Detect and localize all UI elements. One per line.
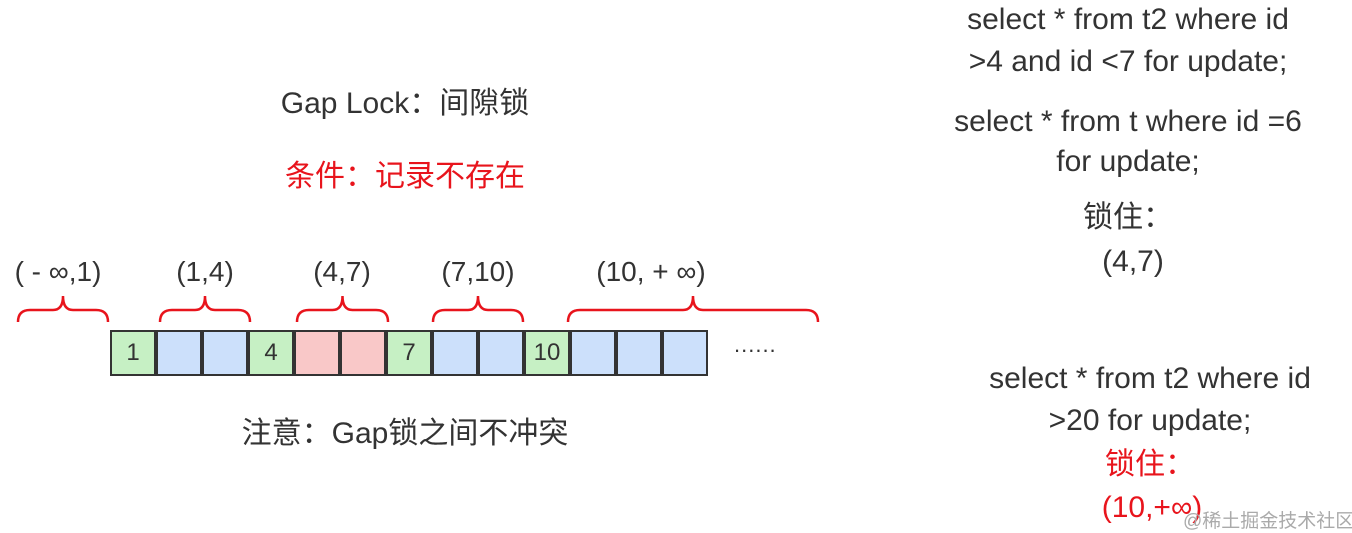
example2-line2: for update; [1056,145,1200,178]
record-cell-gap [616,330,662,376]
brace [158,295,252,323]
interval-label: (7,10) [441,256,515,287]
record-cell-gap [202,330,248,376]
record-cell-gap [570,330,616,376]
diagram-title: Gap Lock：间隙锁 [280,87,530,120]
interval-label: ( - ∞,1) [14,256,102,287]
condition-text: 条件：记录不存在 [285,160,525,193]
interval-label: (10, + ∞) [596,256,706,287]
note-text: 注意：Gap锁之间不冲突 [241,417,569,450]
example1-line2: >4 and id <7 for update; [968,45,1288,78]
watermark: @稀土掘金技术社区 [1183,511,1352,532]
record-cell-locked [340,330,386,376]
brace [16,295,110,323]
example3-line2: >20 for update; [1048,404,1252,437]
interval-label: (1,4) [176,256,234,287]
ellipsis: ...... [734,332,777,357]
interval-label: (4,7) [313,256,371,287]
example2-locks-value: (4,7) [1102,245,1164,278]
record-cell-record: 4 [248,330,294,376]
record-cell-record: 10 [524,330,570,376]
record-cell-gap [432,330,478,376]
record-cell-gap [478,330,524,376]
example3-line1: select * from t2 where id [989,362,1311,395]
record-cell-record: 7 [386,330,432,376]
example2-line1: select * from t where id =6 [954,105,1302,138]
record-cell-gap [662,330,708,376]
example3-locks-value: (10,+∞) [1101,491,1203,524]
record-cell-locked [294,330,340,376]
example1-line1: select * from t2 where id [967,3,1289,36]
record-cell-record: 1 [110,330,156,376]
brace [295,295,390,323]
example2-locks-label: 锁住： [1083,201,1173,234]
example3-locks-label: 锁住： [1105,448,1195,481]
record-cell-gap [156,330,202,376]
brace [566,295,820,323]
brace [431,295,525,323]
